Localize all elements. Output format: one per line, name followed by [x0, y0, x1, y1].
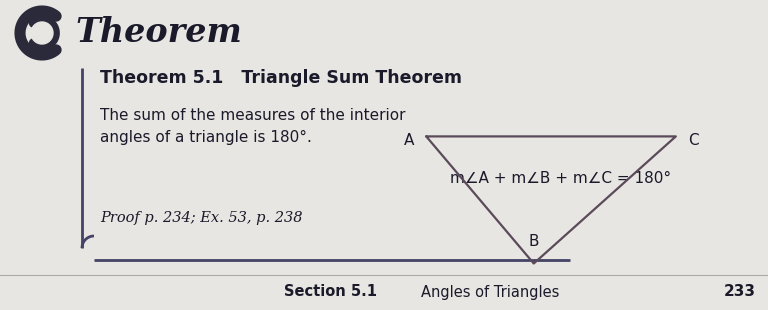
Text: B: B: [528, 234, 539, 250]
Text: Angles of Triangles: Angles of Triangles: [421, 285, 559, 299]
Text: Theorem: Theorem: [75, 16, 242, 50]
Text: 233: 233: [724, 285, 756, 299]
Text: The sum of the measures of the interior: The sum of the measures of the interior: [100, 108, 406, 123]
Text: Section 5.1: Section 5.1: [283, 285, 376, 299]
Text: m∠A + m∠B + m∠C = 180°: m∠A + m∠B + m∠C = 180°: [451, 171, 671, 186]
Text: A: A: [404, 133, 414, 148]
Circle shape: [31, 22, 53, 44]
Text: Theorem 5.1   Triangle Sum Theorem: Theorem 5.1 Triangle Sum Theorem: [100, 69, 462, 87]
Text: Proof p. 234; Ex. 53, p. 238: Proof p. 234; Ex. 53, p. 238: [100, 211, 303, 225]
Text: C: C: [688, 133, 698, 148]
Text: angles of a triangle is 180°.: angles of a triangle is 180°.: [100, 130, 312, 145]
